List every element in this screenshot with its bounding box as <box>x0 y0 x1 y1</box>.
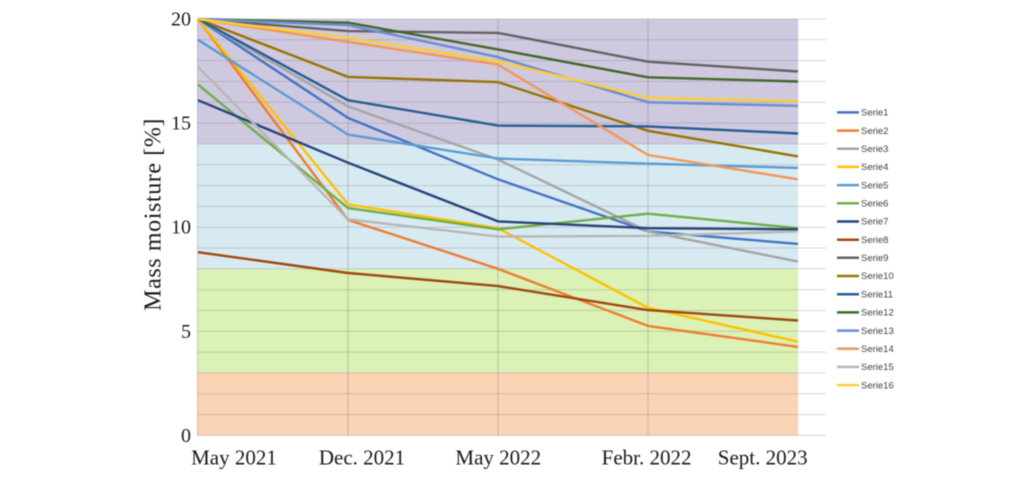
svg-text:Serie15: Serie15 <box>861 362 894 373</box>
svg-text:Serie3: Serie3 <box>861 144 888 155</box>
svg-text:10: 10 <box>171 217 191 239</box>
svg-text:Serie11: Serie11 <box>861 289 893 300</box>
svg-text:Serie1: Serie1 <box>861 108 888 119</box>
svg-text:15: 15 <box>171 113 191 135</box>
svg-text:Serie13: Serie13 <box>861 326 894 337</box>
svg-text:May 2021: May 2021 <box>191 446 277 470</box>
svg-text:Serie7: Serie7 <box>861 217 888 228</box>
svg-text:Serie16: Serie16 <box>861 380 894 391</box>
svg-text:Serie9: Serie9 <box>861 253 888 264</box>
svg-text:Sept. 2023: Sept. 2023 <box>718 446 808 470</box>
svg-text:Serie12: Serie12 <box>861 308 894 319</box>
svg-text:Mass moisture [%]: Mass moisture [%] <box>141 118 167 311</box>
svg-text:Serie8: Serie8 <box>861 235 888 246</box>
svg-text:Serie10: Serie10 <box>861 271 894 282</box>
svg-text:Serie4: Serie4 <box>861 162 888 173</box>
svg-text:Dec. 2021: Dec. 2021 <box>319 446 405 470</box>
svg-text:20: 20 <box>171 9 191 31</box>
svg-text:Serie5: Serie5 <box>861 180 888 191</box>
svg-text:Serie14: Serie14 <box>861 344 894 355</box>
svg-text:Serie6: Serie6 <box>861 199 888 210</box>
svg-text:Serie2: Serie2 <box>861 126 888 137</box>
svg-text:Febr. 2022: Febr. 2022 <box>602 446 692 470</box>
svg-text:5: 5 <box>181 321 191 343</box>
svg-text:May 2022: May 2022 <box>455 446 541 470</box>
svg-text:0: 0 <box>181 425 191 447</box>
